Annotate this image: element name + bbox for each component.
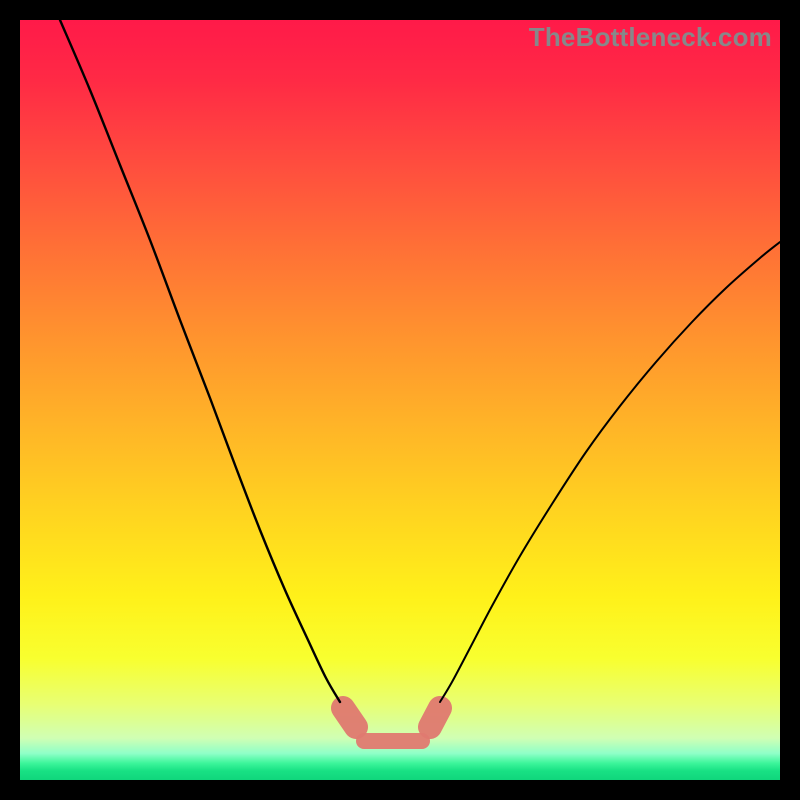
plot-area	[20, 20, 780, 780]
watermark-text: TheBottleneck.com	[529, 22, 772, 53]
chart-frame: TheBottleneck.com	[0, 0, 800, 800]
chart-svg	[20, 20, 780, 780]
gradient-background	[20, 20, 780, 780]
